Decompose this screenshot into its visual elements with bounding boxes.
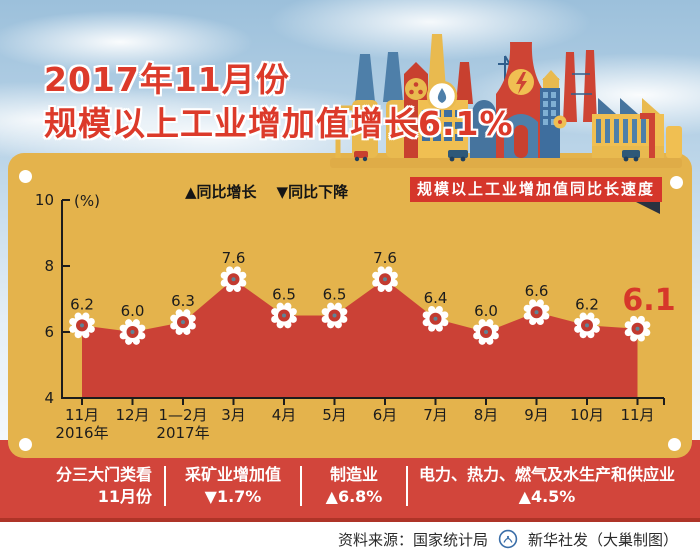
band-column-utilities: 电力、热力、燃气及水生产和供应业 ▲4.5% xyxy=(418,465,675,506)
band-divider xyxy=(406,466,408,506)
title-line-2: 规模以上工业增加值增长6.1% xyxy=(44,103,514,143)
chart-legend: ▲同比增长 ▼同比下降 xyxy=(185,181,348,202)
rivet-dot xyxy=(19,170,32,183)
credit-text: 新华社发（大巢制图） xyxy=(527,530,678,549)
page-title: 2017年11月份 规模以上工业增加值增长6.1% xyxy=(44,58,514,145)
chart-title-badge: 规模以上工业增加值同比长速度 xyxy=(410,177,662,214)
band-column-manufacturing: 制造业 ▲6.8% xyxy=(325,465,383,506)
band-divider xyxy=(164,466,166,506)
xinhua-logo-icon xyxy=(498,529,518,549)
band-column-overview: 分三大门类看 11月份 xyxy=(55,465,152,506)
rivet-dot xyxy=(670,176,683,189)
rivet-dot xyxy=(668,438,681,451)
chart-title-badge-label: 规模以上工业增加值同比长速度 xyxy=(416,180,655,198)
band-column-mining: 采矿业增加值 ▼1.7% xyxy=(184,465,281,506)
data-source-text: 资料来源：国家统计局 xyxy=(337,530,488,549)
footer: 资料来源：国家统计局 新华社发（大巢制图） xyxy=(0,522,700,556)
band-divider xyxy=(300,466,302,506)
ground-strip xyxy=(330,158,682,168)
legend-item-down: ▼同比下降 xyxy=(276,183,349,201)
title-line-1: 2017年11月份 xyxy=(44,60,290,99)
factory-illustration xyxy=(330,34,682,168)
legend-item-up: ▲同比增长 xyxy=(185,183,257,201)
rivet-dot xyxy=(19,438,32,451)
